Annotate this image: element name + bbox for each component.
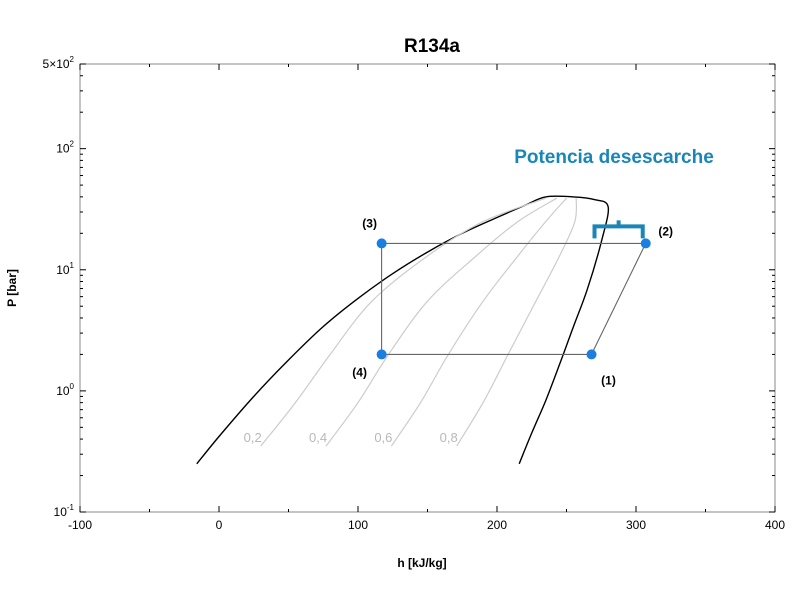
cycle-point [376,238,387,249]
x-tick-label: 100 [348,518,368,532]
y-tick-label: 10-1 [54,503,75,519]
cycle-point-label: (1) [601,373,616,387]
x-axis-label: h [kJ/kg] [397,556,446,570]
y-axis-label: P [bar] [5,269,19,307]
refrigeration-cycle: (1) (2) (3) (4) [352,216,673,387]
y-tick-label: 102 [56,140,74,156]
quality-line [456,198,578,447]
quality-label: 0,8 [440,430,458,445]
x-tick-label: 0 [216,518,223,532]
annotation-label: Potencia desescarche [514,147,714,168]
quality-line [260,197,546,447]
x-tick-label: 300 [626,518,646,532]
saturation-curve [196,195,610,465]
y-tick-label: 5×102 [43,55,75,71]
x-tick-label: -100 [68,518,92,532]
x-tick-label: 400 [765,518,785,532]
plot-frame [79,63,776,513]
cycle-point [376,349,387,360]
cycle-point-label: (2) [658,224,673,238]
quality-label: 0,4 [309,430,327,445]
annotation-bracket [592,220,645,239]
y-tick-label: 101 [56,261,74,277]
quality-line [325,197,558,447]
x-tick-label: 200 [487,518,507,532]
quality-label: 0,6 [374,430,392,445]
chart-title: R134a [404,36,460,57]
y-tick-label: 100 [56,382,74,398]
quality-lines: 0,2 0,4 0,6 0,8 [244,197,578,447]
cycle-point [586,349,597,360]
annotation: Potencia desescarche [514,147,714,239]
cycle-point-label: (3) [362,216,377,230]
cycle-point-label: (4) [352,365,367,379]
saturation-dome [196,195,610,465]
quality-label: 0,2 [244,430,262,445]
quality-line [390,197,567,447]
axis-ticks: -100 0 100 200 300 400 5×102 102 101 100 10-1 [43,55,786,532]
cycle-point [640,238,651,249]
